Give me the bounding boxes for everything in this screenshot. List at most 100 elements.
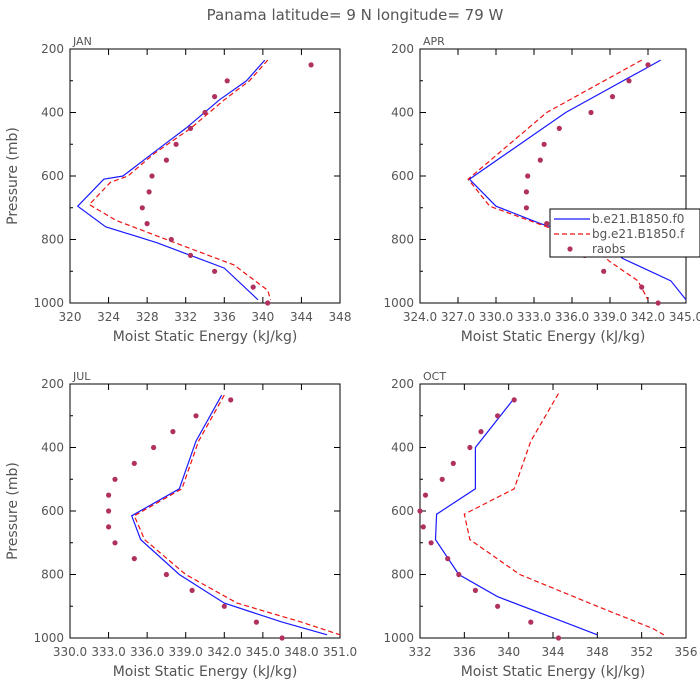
obs-point [528,619,534,625]
x-tick-label: 340 [497,645,520,659]
y-tick-label: 800 [41,568,64,582]
panel-oct: OCT 332 336 340 344 348 352 356 200 400 600 800 1000… [383,370,697,680]
y-tick-label: 400 [41,441,64,455]
obs-point [588,109,594,116]
obs-point [472,587,478,594]
obs-point [544,221,550,227]
y-tick-label: 400 [391,106,414,120]
obs-point [173,141,179,147]
obs-point [146,189,152,195]
series-line-dashed [463,393,665,636]
obs-point [212,268,218,274]
obs-point [106,508,112,514]
obs-point [639,284,645,290]
obs-point [478,429,484,435]
obs-point [228,397,234,403]
obs-point [626,78,632,84]
x-tick-label: 342.0 [631,310,665,324]
x-tick-label: 333.0 [517,310,551,324]
obs-point [555,635,562,641]
obs-point [450,460,456,466]
x-tick-label: 344 [542,645,565,659]
panel-label: JAN [72,35,92,48]
x-tick-label: 351.0 [323,645,357,659]
obs-point [645,62,651,68]
x-tick-label: 330.0 [479,310,513,324]
x-tick-label: 336 [213,310,236,324]
obs-point [149,173,155,179]
obs-point [202,109,208,116]
x-tick-label: 333.0 [91,645,125,659]
y-tick-label: 1000 [33,296,64,310]
y-axis-title: Pressure (mb) [5,127,21,225]
obs-point [523,205,530,211]
x-axis-title: Moist Static Energy (kJ/kg) [113,329,298,345]
obs-point [224,78,230,84]
series-line-dashed [133,394,341,636]
x-tick-label: 336.0 [555,310,589,324]
obs-point [170,429,176,435]
obs-point [467,444,473,451]
obs-point [193,413,199,419]
obs-point [655,300,661,306]
x-tick-label: 345.0 [669,310,700,324]
x-tick-label: 345.0 [246,645,280,659]
x-tick-label: 330.0 [53,645,87,659]
y-tick-label: 600 [41,169,64,183]
series-line-dashed [467,59,649,301]
obs-point [456,571,462,578]
x-tick-label: 339.0 [593,310,627,324]
obs-point [139,205,145,211]
obs-point [106,492,112,498]
obs-point [106,524,112,530]
obs-point [428,540,434,546]
obs-point [420,524,426,530]
obs-point [541,141,547,147]
legend-box [549,208,700,258]
obs-point [112,476,118,482]
plot-frame [419,383,687,639]
obs-point [279,635,285,641]
panel-apr: APR 324.0 327.0 330.0 333.0 336.0 339.0 342.0 34… [383,35,700,345]
obs-point [131,556,137,562]
series-line-dashed [88,59,272,300]
panel-label: APR [423,35,445,48]
y-tick-label: 800 [41,233,64,247]
panel-label: OCT [423,370,446,383]
x-axis-title: Moist Static Energy (kJ/kg) [113,664,298,680]
obs-point [168,236,174,243]
obs-point [151,444,157,451]
x-tick-label: 324.0 [403,310,437,324]
legend-label: raobs [592,242,626,256]
series-line-solid [76,59,266,301]
y-tick-label: 200 [41,42,64,56]
x-tick-label: 328 [136,310,159,324]
obs-point [525,173,531,179]
x-tick-label: 320 [59,310,82,324]
obs-point [112,540,118,546]
legend-label: bg.e21.B1850.f [592,227,685,241]
obs-point [250,284,256,290]
x-tick-label: 352 [630,645,653,659]
x-tick-label: 327.0 [441,310,475,324]
x-tick-label: 332 [174,310,197,324]
obs-point [445,556,451,562]
x-tick-label: 356 [675,645,698,659]
panel-jan: JAN 320 324 328 332 336 340 344 348 200 400 600 800 1… [5,35,351,345]
obs-point [253,619,259,625]
x-tick-label: 348 [329,310,352,324]
y-tick-label: 200 [41,377,64,391]
x-axis-title: Moist Static Energy (kJ/kg) [461,329,646,345]
x-tick-label: 340 [251,310,274,324]
y-axis-title: Pressure (mb) [5,462,21,560]
series-line-solid [130,394,328,636]
x-tick-label: 324 [97,310,120,324]
obs-point [187,125,194,131]
obs-point [221,603,227,609]
y-tick-label: 400 [391,441,414,455]
obs-point [495,603,501,609]
y-tick-label: 1000 [383,631,414,645]
series-line-solid [468,59,687,301]
